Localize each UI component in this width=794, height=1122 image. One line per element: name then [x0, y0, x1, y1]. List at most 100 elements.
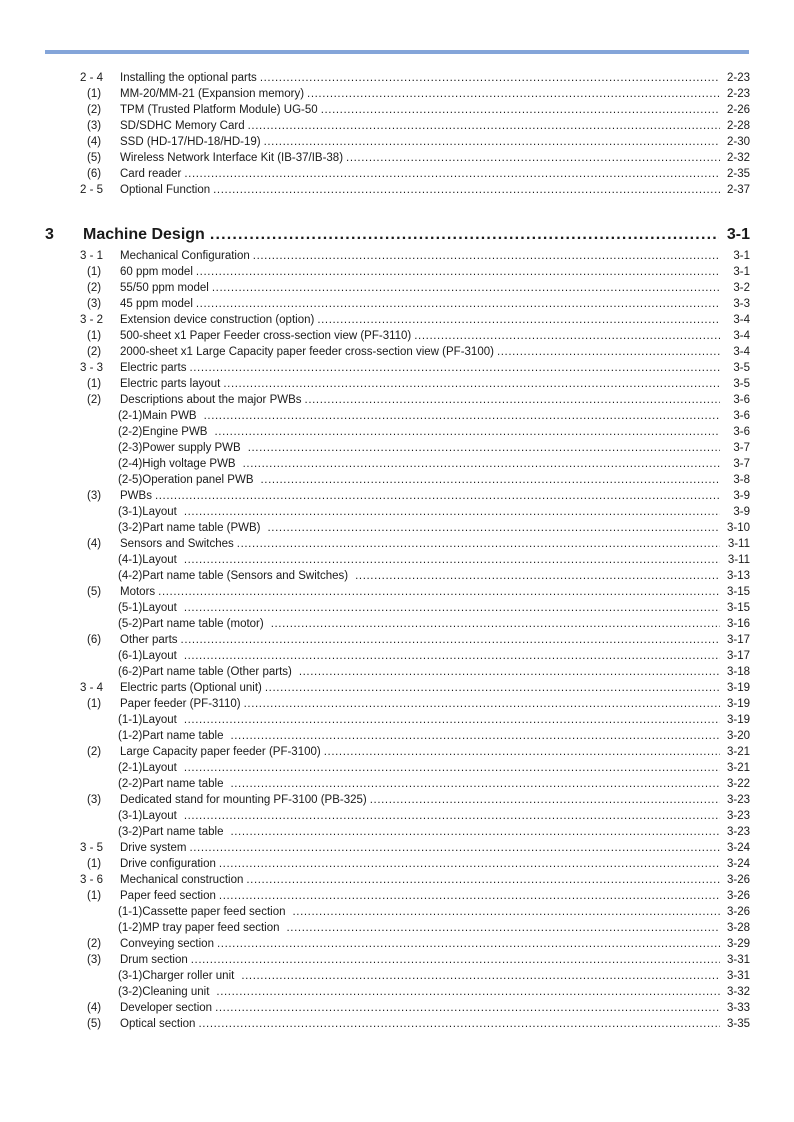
toc-entry-sub[interactable]: (5-1)Layout 3-15 [80, 600, 750, 616]
toc-entry-item[interactable]: (6) Card reader 2-35 [80, 166, 750, 182]
entry-page: 3-35 [726, 1018, 750, 1030]
toc-entry-sub[interactable]: (3-2)Part name table 3-23 [80, 824, 750, 840]
toc-entry-sub[interactable]: (2-1)Layout 3-21 [80, 760, 750, 776]
toc-entry-item[interactable]: (5) Motors 3-15 [80, 584, 750, 600]
toc-entry-item[interactable]: (3) Dedicated stand for mounting PF-3100 … [80, 792, 750, 808]
entry-number: 2 - 5 [80, 184, 104, 196]
toc-entry-item[interactable]: (2) Conveying section 3-29 [80, 936, 750, 952]
toc-entry-sub[interactable]: (1-1)Layout 3-19 [80, 712, 750, 728]
entry-page: 3-32 [726, 986, 750, 998]
entry-title: Sensors and Switches [120, 538, 234, 550]
toc-entry-section[interactable]: 3 - 3 Electric parts 3-5 [80, 360, 750, 376]
entry-page: 3-18 [726, 666, 750, 678]
entry-number: (1) [87, 858, 102, 870]
toc-entry-item[interactable]: (1) Drive configuration 3-24 [80, 856, 750, 872]
entry-title: (1-2)Part name table [118, 730, 224, 742]
entry-title: (1-2)MP tray paper feed section [118, 922, 280, 934]
entry-number: (2) [87, 104, 102, 116]
entry-number: (5) [87, 586, 102, 598]
toc-entry-sub[interactable]: (3-1)Layout 3-23 [80, 808, 750, 824]
toc-entry-item[interactable]: (1) Paper feeder (PF-3110) 3-19 [80, 696, 750, 712]
entry-title: 2000-sheet x1 Large Capacity paper feede… [120, 346, 494, 358]
toc-entry-sub[interactable]: (2-5)Operation panel PWB 3-8 [80, 472, 750, 488]
dot-leader [261, 472, 720, 488]
dot-leader [219, 888, 720, 904]
toc-entry-sub[interactable]: (5-2)Part name table (motor) 3-16 [80, 616, 750, 632]
toc-entry-item[interactable]: (1) 60 ppm model 3-1 [80, 264, 750, 280]
dot-leader [189, 360, 720, 376]
toc-entry-item[interactable]: (4) Sensors and Switches 3-11 [80, 536, 750, 552]
dot-leader [158, 584, 720, 600]
entry-title: Optical section [120, 1018, 196, 1030]
toc-entry-section[interactable]: 3 - 1 Mechanical Configuration 3-1 [80, 248, 750, 264]
toc-entry-sub[interactable]: (1-1)Cassette paper feed section 3-26 [80, 904, 750, 920]
toc-entry-item[interactable]: (1) Paper feed section 3-26 [80, 888, 750, 904]
toc-entry-item[interactable]: (2) TPM (Trusted Platform Module) UG-50 2-… [80, 102, 750, 118]
toc-entry-item[interactable]: (3) 45 ppm model 3-3 [80, 296, 750, 312]
entry-title: Conveying section [120, 938, 214, 950]
toc-entry-item[interactable]: (2) Descriptions about the major PWBs 3-6 [80, 392, 750, 408]
toc-entry-section[interactable]: 2 - 5 Optional Function 2-37 [80, 182, 750, 198]
toc-entry-item[interactable]: (5) Wireless Network Interface Kit (IB-37… [80, 150, 750, 166]
dot-leader [184, 648, 720, 664]
toc-entry-sub[interactable]: (2-3)Power supply PWB 3-7 [80, 440, 750, 456]
toc-entry-item[interactable]: (3) Drum section 3-31 [80, 952, 750, 968]
dot-leader [230, 728, 720, 744]
toc-entry-item[interactable]: (2) 2000-sheet x1 Large Capacity paper fe… [80, 344, 750, 360]
entry-page: 3-15 [726, 602, 750, 614]
toc-entry-section[interactable]: 2 - 4 Installing the optional parts 2-23 [80, 70, 750, 86]
entry-page: 3-2 [733, 282, 750, 294]
toc-entry-sub[interactable]: (6-2)Part name table (Other parts) 3-18 [80, 664, 750, 680]
toc-entry-section[interactable]: 3 - 4 Electric parts (Optional unit) 3-19 [80, 680, 750, 696]
toc-entry-sub[interactable]: (2-4)High voltage PWB 3-7 [80, 456, 750, 472]
entry-title: SD/SDHC Memory Card [120, 120, 245, 132]
dot-leader [230, 824, 720, 840]
toc-entry-item[interactable]: (4) SSD (HD-17/HD-18/HD-19) 2-30 [80, 134, 750, 150]
toc-entry-item[interactable]: (2) 55/50 ppm model 3-2 [80, 280, 750, 296]
toc-entry-sub[interactable]: (2-2)Part name table 3-22 [80, 776, 750, 792]
entry-title: Mechanical construction [120, 874, 244, 886]
entry-title: (3-2)Cleaning unit [118, 986, 210, 998]
toc-entry-item[interactable]: (2) Large Capacity paper feeder (PF-3100)… [80, 744, 750, 760]
toc-entry-item[interactable]: (1) Electric parts layout 3-5 [80, 376, 750, 392]
entry-page: 2-32 [726, 152, 750, 164]
toc-entry-sub[interactable]: (3-2)Cleaning unit 3-32 [80, 984, 750, 1000]
dot-leader [248, 118, 720, 134]
toc-entry-sub[interactable]: (4-2)Part name table (Sensors and Switch… [80, 568, 750, 584]
toc-entry-item[interactable]: (1) 500-sheet x1 Paper Feeder cross-secti… [80, 328, 750, 344]
entry-title: (2-2)Part name table [118, 778, 224, 790]
entry-title: (4-2)Part name table (Sensors and Switch… [118, 570, 349, 582]
entry-title: Machine Design [83, 226, 205, 243]
toc-entry-item[interactable]: (4) Developer section 3-33 [80, 1000, 750, 1016]
toc-entry-item[interactable]: (3) PWBs 3-9 [80, 488, 750, 504]
toc-entry-sub[interactable]: (6-1)Layout 3-17 [80, 648, 750, 664]
entry-page: 3-10 [726, 522, 750, 534]
entry-page: 3-15 [726, 586, 750, 598]
toc-entry-sub[interactable]: (2-1)Main PWB 3-6 [80, 408, 750, 424]
toc-entry-section[interactable]: 3 - 2 Extension device construction (opti… [80, 312, 750, 328]
toc-entry-item[interactable]: (1) MM-20/MM-21 (Expansion memory) 2-23 [80, 86, 750, 102]
entry-title: Drum section [120, 954, 188, 966]
entry-number: 3 - 6 [80, 874, 104, 886]
toc-entry-sub[interactable]: (1-2)MP tray paper feed section 3-28 [80, 920, 750, 936]
toc-entry-item[interactable]: (5) Optical section 3-35 [80, 1016, 750, 1032]
toc-entry-section[interactable]: 3 - 5 Drive system 3-24 [80, 840, 750, 856]
toc-entry-sub[interactable]: (3-2)Part name table (PWB) 3-10 [80, 520, 750, 536]
toc-entry-item[interactable]: (6) Other parts 3-17 [80, 632, 750, 648]
toc-entry-chapter[interactable]: 3 Machine Design 3-1 [45, 224, 750, 246]
dot-leader [223, 376, 720, 392]
dot-leader [248, 440, 720, 456]
entry-number: (2) [87, 346, 102, 358]
dot-leader [321, 102, 720, 118]
toc-entry-section[interactable]: 3 - 6 Mechanical construction 3-26 [80, 872, 750, 888]
entry-page: 3-4 [733, 314, 750, 326]
toc-entry-item[interactable]: (3) SD/SDHC Memory Card 2-28 [80, 118, 750, 134]
dot-leader [244, 696, 720, 712]
toc-entry-sub[interactable]: (3-1)Layout 3-9 [80, 504, 750, 520]
dot-leader [241, 968, 720, 984]
header-rule [45, 50, 749, 54]
toc-entry-sub[interactable]: (1-2)Part name table 3-20 [80, 728, 750, 744]
toc-entry-sub[interactable]: (3-1)Charger roller unit 3-31 [80, 968, 750, 984]
toc-entry-sub[interactable]: (2-2)Engine PWB 3-6 [80, 424, 750, 440]
toc-entry-sub[interactable]: (4-1)Layout 3-11 [80, 552, 750, 568]
